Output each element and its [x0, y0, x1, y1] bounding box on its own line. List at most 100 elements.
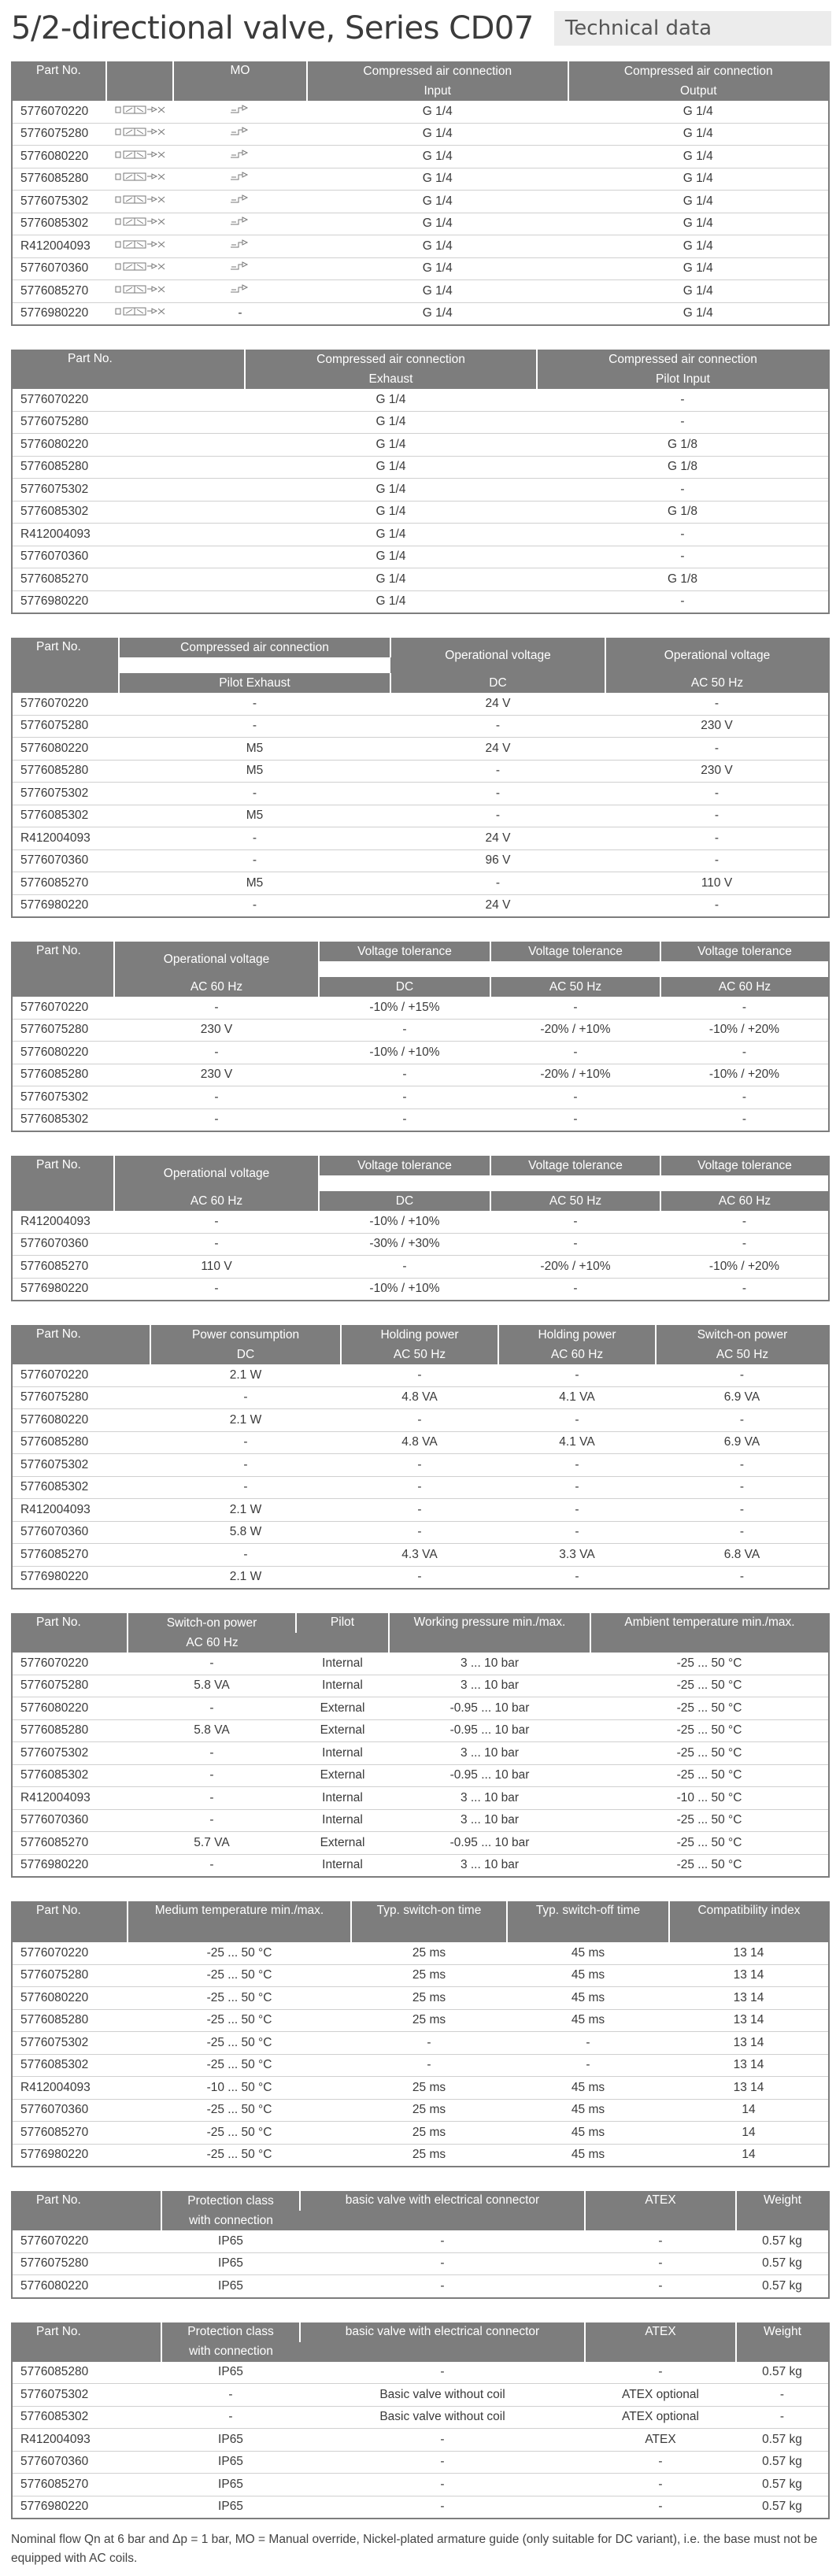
value-cell: 0.57 kg [736, 2361, 829, 2384]
value-cell: - [585, 2451, 736, 2474]
value-cell: - [660, 1108, 829, 1132]
value-cell: Basic valve without coil [300, 2383, 585, 2407]
header-ac-60hz: AC 60 Hz [114, 977, 320, 997]
value-cell: 6.8 VA [656, 1543, 829, 1567]
header-power-consumption: Power consumption [150, 1325, 342, 1345]
valve-symbol-icon [106, 279, 173, 303]
value-cell: 0.57 kg [736, 2230, 829, 2253]
value-cell: - [656, 1364, 829, 1387]
table-row: 5776070220 G 1/4 G 1/4 [12, 101, 829, 124]
table-row: 5776070220 IP65- -0.57 kg [12, 2230, 829, 2253]
part-number-cell: 5776085302 [12, 1108, 114, 1132]
manual-override-icon [173, 168, 307, 191]
table-row: 5776980220- -10% / +10% - - [12, 1278, 829, 1301]
header-exhaust: Exhaust [245, 369, 538, 389]
part-number-cell: 5776075302 [12, 1086, 114, 1109]
part-number-cell: 5776070220 [12, 1364, 150, 1387]
value-cell: - [119, 782, 390, 805]
table-row: 5776075280- -230 V [12, 715, 829, 738]
value-cell: 45 ms [507, 1964, 669, 1987]
value-cell: IP65 [161, 2496, 300, 2519]
header-dc: DC [150, 1345, 342, 1364]
value-cell: - [490, 1041, 660, 1064]
table-voltage-tolerance-2: Part No. Operational voltage Voltage tol… [11, 1156, 830, 1301]
table-row: 5776085270 -25 ... 50 °C 25 ms 45 ms 14 [12, 2121, 829, 2145]
value-cell: 5.8 W [150, 1521, 341, 1544]
part-number-cell: 5776080220 [12, 1986, 128, 2010]
valve-symbol-icon [106, 302, 173, 326]
header-spacer [319, 1175, 829, 1191]
part-number-cell: 5776085280 [12, 2361, 161, 2384]
value-cell: - [660, 997, 829, 1020]
part-number-cell: 5776080220 [12, 1041, 114, 1064]
part-number-cell: 5776085270 [12, 2121, 128, 2145]
value-cell: 230 V [114, 1064, 319, 1086]
value-cell: 13 14 [669, 1964, 829, 1987]
value-cell: G 1/4 [568, 302, 829, 326]
part-number-cell: 5776085270 [12, 872, 119, 895]
table-row: 5776070220 -25 ... 50 °C 25 ms 45 ms 13 14 [12, 1942, 829, 1965]
valve-symbol-icon [106, 190, 173, 213]
value-cell: G 1/4 [245, 478, 537, 502]
valve-symbol-icon [106, 213, 173, 235]
header-compressed-air: Compressed air connection [537, 350, 829, 369]
value-cell: -25 ... 50 °C [590, 1809, 829, 1832]
valve-symbol-icon [106, 235, 173, 258]
header-holding-power: Holding power [498, 1325, 657, 1345]
header-output: Output [568, 81, 829, 101]
table-row: 5776085280 -25 ... 50 °C 25 ms 45 ms 13 14 [12, 2009, 829, 2032]
table-row: 5776085270 110 V - -20% / +10% -10% / +20% [12, 1255, 829, 1279]
part-number-cell: 5776980220 [12, 590, 245, 614]
part-number-cell: 5776085270 [12, 279, 106, 303]
table-row: 5776085280 IP65- -0.57 kg [12, 2361, 829, 2384]
value-cell: - [341, 1453, 498, 1477]
value-cell: Basic valve without coil [300, 2406, 585, 2429]
header-protection-class: Protection class [161, 2322, 301, 2342]
header-pilot-input: Pilot Input [537, 369, 829, 389]
table-row: 5776075280 G 1/4 G 1/4 [12, 123, 829, 146]
value-cell: - [498, 1498, 656, 1522]
part-number-cell: 5776075280 [12, 1386, 150, 1409]
value-cell: 230 V [114, 1019, 319, 1042]
value-cell: M5 [119, 872, 390, 895]
value-cell: - [341, 1408, 498, 1432]
value-cell: - [585, 2252, 736, 2275]
part-number-cell: R412004093 [12, 2076, 128, 2100]
header-voltage-tolerance: Voltage tolerance [319, 1156, 491, 1175]
table-row: 5776070360 G 1/4 G 1/4 [12, 257, 829, 280]
value-cell: 14 [669, 2144, 829, 2167]
value-cell: - [605, 805, 829, 827]
table-row: 5776075302- Internal 3 ... 10 bar -25 ... 5… [12, 1741, 829, 1765]
value-cell: G 1/4 [307, 279, 568, 303]
value-cell: - [114, 1041, 319, 1064]
table-row: 5776080220 G 1/4 G 1/4 [12, 145, 829, 168]
part-number-cell: 5776085270 [12, 1255, 114, 1279]
manual-override-icon [173, 213, 307, 235]
value-cell: - [341, 1521, 498, 1544]
valve-symbol-icon [106, 168, 173, 191]
value-cell: G 1/4 [307, 213, 568, 235]
value-cell: 0.57 kg [736, 2451, 829, 2474]
header-with-connection: with connection [161, 2341, 300, 2362]
table-row: 5776075280 -25 ... 50 °C 25 ms 45 ms 13 14 [12, 1964, 829, 1987]
value-cell: 110 V [605, 872, 829, 895]
table-times-compatibility: Part No. Medium temperature min./max. Ty… [11, 1901, 830, 2167]
value-cell: - [656, 1521, 829, 1544]
value-cell: External [296, 1719, 389, 1742]
value-cell: -0.95 ... 10 bar [389, 1764, 590, 1787]
part-number-cell: 5776085302 [12, 2406, 161, 2429]
value-cell: G 1/4 [568, 279, 829, 303]
table-row: 5776085302 -25 ... 50 °C - -13 14 [12, 2054, 829, 2077]
value-cell: - [128, 1854, 296, 1878]
value-cell: 25 ms [351, 2099, 507, 2122]
part-number-cell: 5776080220 [12, 737, 119, 761]
value-cell: -10% / +15% [319, 997, 490, 1020]
part-number-cell: 5776070360 [12, 1521, 150, 1544]
header-ambient-temperature: Ambient temperature min./max. [590, 1613, 829, 1653]
value-cell: 25 ms [351, 1986, 507, 2010]
part-number-cell: 5776085280 [12, 1719, 128, 1742]
value-cell: 5.7 VA [128, 1831, 296, 1855]
value-cell: IP65 [161, 2361, 300, 2384]
value-cell: - [390, 760, 605, 783]
part-number-cell: 5776070360 [12, 257, 106, 280]
